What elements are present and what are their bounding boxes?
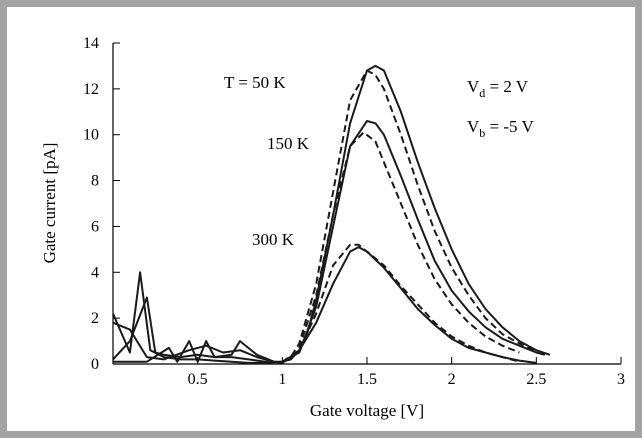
- x-tick-label-1: 1: [278, 371, 286, 388]
- x-tick-label-0: 0.5: [188, 371, 208, 388]
- y-axis-title: Gate current [pA]: [40, 143, 59, 264]
- vb-value: = -5 V: [485, 117, 534, 136]
- x-tick-label-5: 3: [617, 371, 625, 388]
- vb-subscript: b: [479, 126, 485, 140]
- y-tick-label-3: 6: [91, 218, 99, 235]
- vd-value: = 2 V: [485, 77, 529, 96]
- y-tick-label-6: 12: [83, 81, 99, 98]
- y-tick-label-1: 2: [91, 310, 99, 327]
- annotation-t150: 150 K: [267, 134, 310, 153]
- x-tick-label-2: 1.5: [357, 371, 377, 388]
- x-tick-label-3: 2: [448, 371, 456, 388]
- annotation-vb: Vb = -5 V: [467, 117, 534, 140]
- annotation-t50: T = 50 K: [224, 73, 286, 92]
- series-line-0: [112, 64, 551, 364]
- vd-symbol: V: [467, 77, 480, 96]
- series-line-3: [298, 131, 520, 354]
- y-tick-label-7: 14: [83, 35, 99, 52]
- x-axis-title: Gate voltage [V]: [310, 401, 424, 420]
- annotation-vd: Vd = 2 V: [467, 77, 529, 100]
- y-tick-label-5: 10: [83, 127, 99, 144]
- annotation-t300: 300 K: [252, 230, 295, 249]
- axes: [112, 43, 621, 365]
- series-line-1: [281, 69, 537, 363]
- x-tick-label-4: 2.5: [526, 371, 546, 388]
- series-line-2: [112, 120, 546, 363]
- y-tick-label-2: 4: [91, 264, 99, 281]
- y-tick-label-4: 8: [91, 173, 99, 190]
- series-line-6: [112, 321, 283, 364]
- series-group: [112, 64, 551, 364]
- series-line-4: [113, 246, 537, 364]
- vd-subscript: d: [479, 86, 485, 100]
- ticks: [113, 42, 622, 365]
- tick-labels: 0.5 1 1.5 2 2.5 3 0 2 4 6 8 10 12 14: [83, 35, 625, 388]
- series-line-5: [281, 243, 520, 363]
- vb-symbol: V: [467, 117, 480, 136]
- y-tick-label-0: 0: [91, 356, 99, 373]
